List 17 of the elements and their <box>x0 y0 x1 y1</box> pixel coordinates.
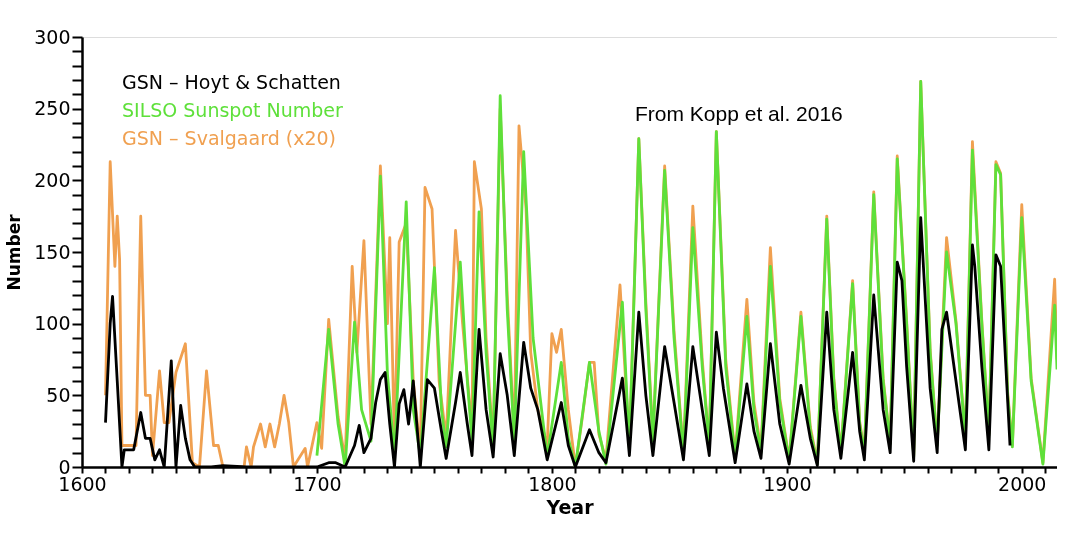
y-axis-title: Number <box>4 213 25 291</box>
text: GSN – Hoyt & Schatten <box>122 71 341 93</box>
annotation: From Kopp et al. 2016 <box>635 102 843 125</box>
text: SILSO Sunspot Number <box>122 99 344 121</box>
y-tick-label: 300 <box>34 25 71 48</box>
y-tick-label: 150 <box>34 240 71 263</box>
x-tick-label: 1900 <box>763 472 812 495</box>
y-tick-label: 50 <box>46 383 71 406</box>
y-tick-label: 0 <box>58 455 71 478</box>
x-tick-label: 1700 <box>293 472 342 495</box>
series-label: GSN – Svalgaard (x20) <box>122 127 336 149</box>
y-tick-label: 100 <box>34 312 71 335</box>
x-tick-label: 1800 <box>528 472 577 495</box>
x-axis-title: Year <box>545 495 595 518</box>
y-tick-label: 200 <box>34 168 71 191</box>
x-tick-label: 2000 <box>998 472 1047 495</box>
y-tick-label: 250 <box>34 97 71 120</box>
